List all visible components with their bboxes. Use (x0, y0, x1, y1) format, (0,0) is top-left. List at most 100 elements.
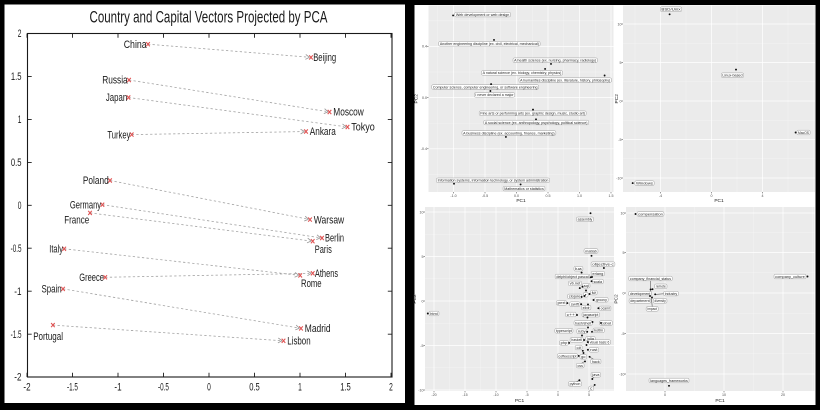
svg-text:company_culture: company_culture (775, 275, 805, 279)
svg-text:-0.5: -0.5 (11, 243, 22, 255)
svg-text:PC1: PC1 (714, 198, 724, 204)
svg-text:r: r (585, 293, 589, 297)
svg-text:France: France (64, 214, 89, 226)
svg-text:department: department (630, 299, 649, 303)
svg-text:2: 2 (389, 382, 393, 394)
svg-text:0.5: 0.5 (11, 157, 22, 169)
svg-text:ocaml: ocaml (601, 307, 610, 311)
svg-text:10: 10 (420, 210, 424, 214)
svg-text:coffeescript: coffeescript (558, 354, 576, 358)
svg-text:julia: julia (586, 337, 594, 341)
svg-text:Berlin: Berlin (325, 233, 344, 245)
svg-text:China: China (124, 39, 147, 51)
svg-text:compensation: compensation (638, 212, 663, 216)
svg-text:2: 2 (18, 28, 22, 40)
svg-text:scala: scala (594, 280, 603, 284)
svg-text:Spain: Spain (42, 284, 62, 296)
svg-text:Russia: Russia (102, 75, 128, 87)
svg-text:0.5: 0.5 (249, 382, 260, 394)
svg-text:-1.5: -1.5 (11, 329, 22, 341)
svg-text:I never declared a major: I never declared a major (475, 93, 514, 97)
svg-text:assembly: assembly (578, 218, 593, 222)
svg-text:-10: -10 (418, 388, 423, 392)
svg-text:0: 0 (620, 99, 622, 103)
svg-text:20: 20 (781, 393, 785, 397)
svg-text:c#: c# (577, 346, 582, 350)
svg-text:go: go (581, 355, 586, 359)
svg-text:A health science (ex. nursing,: A health science (ex. nursing, pharmacy,… (514, 58, 596, 62)
svg-text:1.5: 1.5 (11, 71, 22, 83)
svg-text:clojure: clojure (569, 295, 581, 299)
svg-text:10: 10 (722, 393, 726, 397)
svg-text:objective-c: objective-c (592, 262, 614, 266)
svg-text:Ankara: Ankara (310, 126, 336, 138)
svg-text:industry: industry (665, 292, 678, 296)
svg-text:Information systems, informati: Information systems, information technol… (438, 179, 549, 183)
svg-text:f#: f# (592, 291, 597, 295)
svg-text:Athens: Athens (315, 268, 338, 280)
svg-text:javascript: javascript (582, 313, 598, 317)
svg-text:0: 0 (557, 393, 559, 397)
svg-text:Web development or web design: Web development or web design (456, 13, 510, 17)
svg-text:Country and Capital Vectors Pr: Country and Capital Vectors Projected by… (90, 8, 329, 27)
svg-text:0: 0 (711, 194, 713, 198)
svg-text:-0.5: -0.5 (158, 382, 169, 394)
svg-text:Windows: Windows (636, 181, 653, 185)
svg-text:remote: remote (656, 285, 666, 289)
svg-text:Moscow: Moscow (333, 107, 364, 119)
svg-text:-5: -5 (618, 138, 621, 142)
svg-text:-1: -1 (14, 286, 21, 298)
svg-text:PC2: PC2 (614, 94, 620, 104)
svg-text:PC1: PC1 (516, 198, 526, 204)
svg-text:Tokyo: Tokyo (351, 122, 375, 134)
svg-text:Poland: Poland (83, 175, 109, 187)
svg-text:Beijing: Beijing (313, 52, 336, 64)
svg-text:css: css (578, 364, 584, 368)
svg-text:-1.0: -1.0 (450, 194, 456, 198)
svg-text:PC2: PC2 (414, 94, 420, 104)
svg-text:languages_frameworks: languages_frameworks (650, 379, 688, 383)
svg-text:-0.4: -0.4 (421, 147, 427, 151)
svg-text:-20: -20 (431, 393, 436, 397)
svg-text:-2: -2 (14, 372, 21, 384)
svg-text:4: 4 (762, 194, 764, 198)
svg-text:0.0: 0.0 (514, 194, 519, 198)
svg-text:-10: -10 (616, 176, 621, 180)
svg-text:Lisbon: Lisbon (287, 336, 310, 348)
svg-text:rust: rust (590, 348, 598, 352)
svg-text:python: python (570, 382, 581, 386)
svg-text:Mathematics or statistics: Mathematics or statistics (504, 187, 544, 191)
svg-text:-10: -10 (619, 372, 624, 376)
svg-text:typescript: typescript (556, 329, 572, 333)
svg-text:-10: -10 (493, 393, 498, 397)
svg-text:lua: lua (575, 267, 582, 271)
svg-text:Germany: Germany (70, 199, 102, 211)
svg-text:haskell: haskell (571, 338, 582, 342)
svg-text:0: 0 (623, 291, 625, 295)
svg-text:cobol: cobol (601, 321, 612, 325)
svg-text:development: development (630, 292, 650, 296)
svg-text:Greece: Greece (79, 272, 104, 284)
svg-text:bash/shell: bash/shell (575, 321, 591, 325)
svg-text:-4: -4 (659, 194, 662, 198)
svg-text:Paris: Paris (315, 244, 332, 256)
svg-text:10: 10 (621, 211, 625, 215)
svg-text:1: 1 (18, 114, 22, 126)
svg-text:company_financial_status: company_financial_status (630, 277, 671, 281)
svg-text:perl: perl (558, 301, 566, 305)
svg-text:5: 5 (422, 255, 424, 259)
svg-text:MacOS: MacOS (798, 131, 810, 135)
svg-text:Fine arts or performing arts (: Fine arts or performing arts (ex. graphi… (480, 111, 585, 115)
svg-text:html: html (430, 312, 438, 316)
svg-text:-5: -5 (621, 332, 624, 336)
svg-text:BSD/Unix: BSD/Unix (661, 7, 681, 11)
svg-text:-2: -2 (23, 382, 30, 394)
svg-text:vb.net: vb.net (570, 282, 581, 286)
svg-text:1.5: 1.5 (609, 194, 614, 198)
svg-text:0: 0 (18, 200, 22, 212)
svg-text:Portugal: Portugal (33, 331, 63, 343)
svg-text:1.0: 1.0 (577, 194, 582, 198)
svg-text:elixir: elixir (583, 306, 591, 310)
svg-text:-1: -1 (114, 382, 121, 394)
svg-text:Turkey: Turkey (107, 129, 130, 141)
